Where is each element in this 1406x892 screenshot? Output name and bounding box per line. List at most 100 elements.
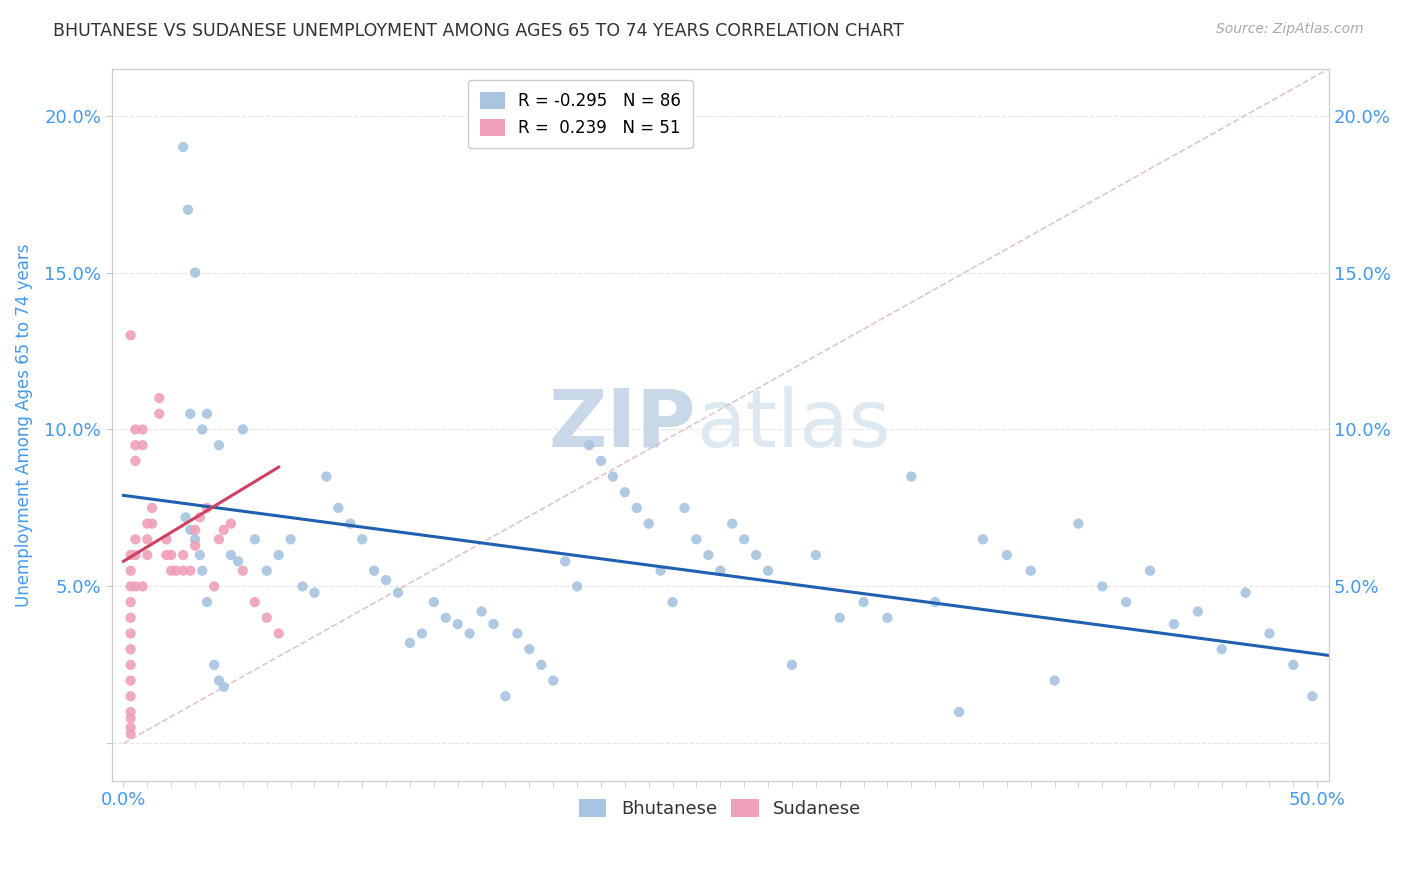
Point [650,564,672,578]
Point [148,407,170,421]
Point [1019,564,1042,578]
Point [1091,579,1114,593]
Point [613,485,636,500]
Point [179,407,201,421]
Point [208,438,231,452]
Y-axis label: Unemployment Among Ages 65 to 74 years: Unemployment Among Ages 65 to 74 years [15,243,32,607]
Point [267,626,290,640]
Point [1139,564,1161,578]
Point [1211,642,1233,657]
Point [212,523,235,537]
Legend: Bhutanese, Sudanese: Bhutanese, Sudanese [572,791,869,825]
Point [160,548,183,562]
Point [352,533,374,547]
Point [578,438,600,452]
Point [136,516,159,531]
Point [328,500,350,515]
Point [120,721,142,735]
Point [212,680,235,694]
Point [208,673,231,688]
Point [900,469,922,483]
Point [267,548,290,562]
Point [339,516,361,531]
Point [155,548,177,562]
Point [191,422,214,436]
Point [1301,690,1323,704]
Point [131,579,153,593]
Point [280,533,302,547]
Point [155,533,177,547]
Point [626,500,648,515]
Point [828,611,851,625]
Point [219,548,242,562]
Point [124,533,146,547]
Point [120,705,142,719]
Point [160,564,183,578]
Point [1067,516,1090,531]
Point [995,548,1018,562]
Point [1163,617,1185,632]
Point [423,595,446,609]
Point [1258,626,1281,640]
Point [120,595,142,609]
Point [447,617,470,632]
Point [188,548,211,562]
Point [208,533,231,547]
Point [721,516,744,531]
Point [136,533,159,547]
Text: atlas: atlas [696,385,890,464]
Point [120,611,142,625]
Point [256,611,278,625]
Point [458,626,481,640]
Point [195,595,218,609]
Point [184,533,207,547]
Point [565,579,588,593]
Point [804,548,827,562]
Point [243,533,266,547]
Point [226,554,249,568]
Point [517,642,540,657]
Point [375,573,398,587]
Point [120,564,142,578]
Point [141,500,163,515]
Point [120,579,142,593]
Point [120,328,142,343]
Point [256,564,278,578]
Point [924,595,946,609]
Point [120,727,142,741]
Point [972,533,994,547]
Point [188,510,211,524]
Point [174,510,197,524]
Point [195,407,218,421]
Point [202,657,225,672]
Point [399,636,422,650]
Point [482,617,505,632]
Point [602,469,624,483]
Point [685,533,707,547]
Point [530,657,553,672]
Point [673,500,696,515]
Point [232,422,254,436]
Point [411,626,433,640]
Point [120,548,142,562]
Point [495,690,517,704]
Point [120,690,142,704]
Point [243,595,266,609]
Point [697,548,720,562]
Point [131,422,153,436]
Point [120,657,142,672]
Point [434,611,457,625]
Point [1115,595,1137,609]
Text: Source: ZipAtlas.com: Source: ZipAtlas.com [1216,22,1364,37]
Point [177,202,200,217]
Point [124,548,146,562]
Point [120,642,142,657]
Point [363,564,385,578]
Point [191,564,214,578]
Point [1234,585,1257,599]
Point [304,585,326,599]
Point [745,548,768,562]
Point [165,564,187,578]
Point [195,500,218,515]
Point [219,516,242,531]
